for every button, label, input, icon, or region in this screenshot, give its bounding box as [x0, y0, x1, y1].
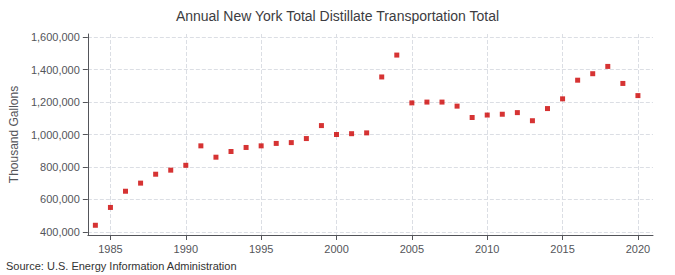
- svg-text:1,000,000: 1,000,000: [31, 129, 80, 141]
- svg-text:Thousand Gallons: Thousand Gallons: [7, 86, 21, 183]
- svg-text:2015: 2015: [550, 243, 574, 255]
- svg-text:Source: U.S. Energy Informatio: Source: U.S. Energy Information Administ…: [6, 260, 237, 272]
- svg-text:1,600,000: 1,600,000: [31, 31, 80, 43]
- svg-text:1990: 1990: [174, 243, 198, 255]
- svg-text:600,000: 600,000: [40, 193, 80, 205]
- svg-text:2010: 2010: [475, 243, 499, 255]
- svg-text:2000: 2000: [324, 243, 348, 255]
- svg-text:1,400,000: 1,400,000: [31, 64, 80, 76]
- svg-text:2005: 2005: [400, 243, 424, 255]
- svg-text:1995: 1995: [249, 243, 273, 255]
- svg-text:1,200,000: 1,200,000: [31, 96, 80, 108]
- svg-text:2020: 2020: [626, 243, 650, 255]
- svg-text:Annual New York Total Distilla: Annual New York Total Distillate Transpo…: [176, 8, 499, 24]
- svg-text:400,000: 400,000: [40, 226, 80, 238]
- svg-text:1985: 1985: [98, 243, 122, 255]
- svg-text:800,000: 800,000: [40, 161, 80, 173]
